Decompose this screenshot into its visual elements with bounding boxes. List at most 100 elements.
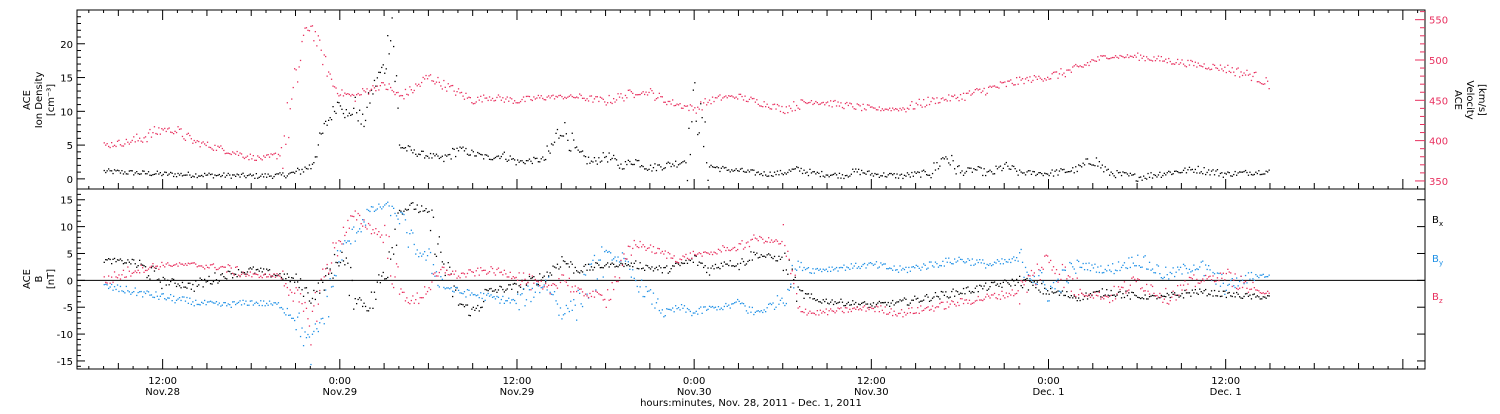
By-point-236 xyxy=(452,290,454,292)
velocity-point-717 xyxy=(1162,60,1164,62)
density-point-75 xyxy=(214,174,216,176)
velocity-point-90 xyxy=(236,150,238,153)
density-point-710 xyxy=(1151,177,1154,179)
Bx-point-687 xyxy=(1117,291,1120,293)
velocity-point-148 xyxy=(322,63,324,66)
velocity-point-297 xyxy=(542,97,544,100)
Bx-point-391 xyxy=(680,262,683,264)
By-point-453 xyxy=(772,302,774,304)
density-point-588 xyxy=(971,171,973,173)
velocity-point-724 xyxy=(1172,63,1174,65)
density-point-26 xyxy=(142,170,144,172)
Bz-point-344 xyxy=(611,282,613,284)
Bx-point-289 xyxy=(530,277,532,280)
density-point-305 xyxy=(553,141,556,143)
velocity-point-319 xyxy=(574,97,576,99)
By-point-261 xyxy=(488,295,491,297)
Bz-point-545 xyxy=(908,307,910,310)
velocity-point-346 xyxy=(614,101,616,103)
density-point-211 xyxy=(415,153,417,155)
Bx-point-275 xyxy=(509,284,511,286)
Bx-point-760 xyxy=(1225,296,1227,299)
top-left-tick-label: 20 xyxy=(60,40,73,51)
Bz-point-284 xyxy=(522,272,525,274)
Bz-point-182 xyxy=(372,229,374,231)
density-point-544 xyxy=(906,172,909,174)
density-point-575 xyxy=(952,160,954,162)
Bx-point-590 xyxy=(974,287,976,289)
velocity-point-20 xyxy=(133,136,135,138)
Bz-point-185 xyxy=(376,233,378,236)
density-point-279 xyxy=(515,164,517,166)
Bz-point-606 xyxy=(998,294,1000,296)
velocity-point-325 xyxy=(583,97,585,99)
Bz-point-452 xyxy=(770,239,773,241)
density-point-557 xyxy=(926,174,928,176)
density-point-319 xyxy=(574,147,576,149)
By-point-572 xyxy=(948,257,950,259)
Bx-point-771 xyxy=(1241,297,1244,299)
By-point-674 xyxy=(1098,271,1100,274)
Bx-point-82 xyxy=(224,277,226,279)
Bz-point-11 xyxy=(119,278,122,280)
Bx-point-264 xyxy=(493,290,495,292)
By-point-123 xyxy=(285,314,287,316)
velocity-point-210 xyxy=(413,89,415,92)
Bz-point-49 xyxy=(175,263,178,265)
Bz-point-403 xyxy=(698,252,700,254)
Bz-point-417 xyxy=(719,249,721,251)
velocity-point-741 xyxy=(1197,62,1199,64)
Bx-point-486 xyxy=(821,302,823,304)
velocity-point-169 xyxy=(353,94,355,96)
density-point-623 xyxy=(1023,172,1025,174)
Bx-point-556 xyxy=(924,295,926,297)
velocity-point-447 xyxy=(763,101,765,103)
Bz-point-663 xyxy=(1082,293,1084,296)
Bz-point-774 xyxy=(1246,287,1248,289)
Bx-point-414 xyxy=(714,263,717,266)
By-point-588 xyxy=(971,258,973,260)
Bx-point-316 xyxy=(570,261,572,263)
Bx-point-358 xyxy=(632,266,634,268)
density-point-252 xyxy=(475,155,477,157)
velocity-point-214 xyxy=(419,85,421,87)
density-point-197 xyxy=(394,80,396,83)
By-point-34 xyxy=(153,296,156,299)
velocity-point-429 xyxy=(737,98,739,100)
Bx-point-511 xyxy=(858,303,860,305)
velocity-point-644 xyxy=(1054,71,1056,73)
density-point-423 xyxy=(728,169,730,171)
Bz-point-231 xyxy=(444,272,446,274)
Bz-point-580 xyxy=(959,298,962,300)
By-point-72 xyxy=(209,300,212,302)
By-point-706 xyxy=(1146,268,1148,270)
density-point-136 xyxy=(304,166,306,168)
By-point-246 xyxy=(466,289,469,291)
velocity-point-445 xyxy=(760,105,762,107)
velocity-point-589 xyxy=(973,91,975,94)
Bz-point-159 xyxy=(338,240,340,242)
density-point-495 xyxy=(834,172,836,174)
density-point-665 xyxy=(1085,158,1087,160)
velocity-point-286 xyxy=(525,95,528,98)
velocity-point-785 xyxy=(1262,83,1264,85)
density-point-175 xyxy=(362,113,364,115)
density-point-99 xyxy=(249,173,251,175)
By-point-103 xyxy=(255,301,257,303)
density-point-4 xyxy=(109,170,111,172)
Bx-point-647 xyxy=(1058,294,1061,296)
Bx-point-133 xyxy=(299,278,302,280)
Bx-point-430 xyxy=(738,268,740,271)
density-point-424 xyxy=(729,171,731,173)
Bx-point-97 xyxy=(246,271,249,273)
By-point-757 xyxy=(1221,273,1223,276)
By-point-154 xyxy=(330,286,333,288)
Bz-point-318 xyxy=(573,291,575,293)
Bz-point-199 xyxy=(397,266,399,268)
By-point-607 xyxy=(999,263,1002,265)
Bx-point-131 xyxy=(297,281,299,283)
Bz-point-562 xyxy=(933,310,935,312)
By-point-337 xyxy=(601,246,603,248)
Bz-point-340 xyxy=(605,306,607,308)
Bz-point-416 xyxy=(717,248,720,250)
